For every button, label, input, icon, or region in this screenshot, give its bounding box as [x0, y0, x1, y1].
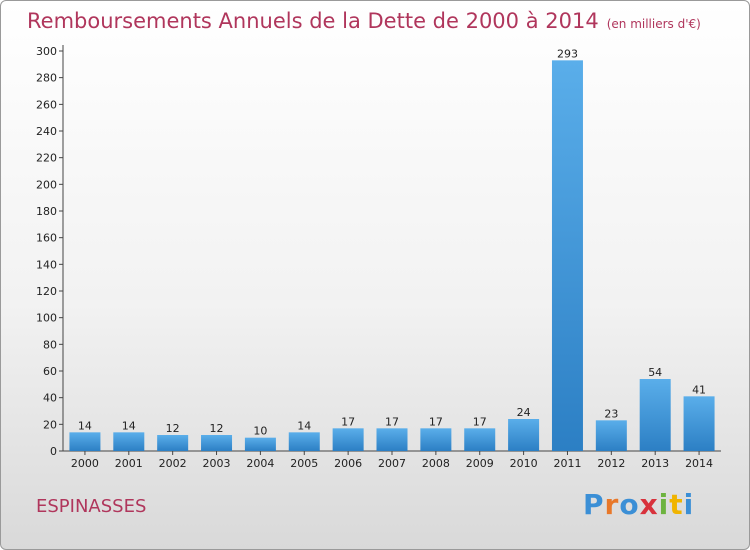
y-tick-label: 100 — [36, 312, 57, 325]
data-label-2007: 17 — [385, 415, 399, 428]
bar-2006[interactable] — [332, 428, 364, 451]
y-tick-label: 200 — [36, 178, 57, 191]
x-tick-label: 2001 — [115, 457, 143, 470]
bar-2000[interactable] — [69, 432, 101, 451]
data-label-2011: 293 — [557, 47, 578, 60]
x-tick-label: 2003 — [203, 457, 231, 470]
y-tick-label: 300 — [36, 45, 57, 58]
y-tick-label: 160 — [36, 232, 57, 245]
bar-2011[interactable] — [551, 60, 583, 451]
proxiti-logo[interactable]: Proxiti — [583, 488, 694, 521]
data-labels: 14 14 12 12 10 14 17 17 17 17 24 293 23 54 41 — [78, 47, 706, 437]
bar-2010[interactable] — [508, 419, 540, 451]
data-label-2010: 24 — [517, 406, 531, 419]
y-tick-label: 80 — [43, 338, 57, 351]
data-label-2013: 54 — [648, 366, 662, 379]
data-label-2009: 17 — [473, 415, 487, 428]
x-tick-label: 2000 — [71, 457, 99, 470]
x-tick-label: 2005 — [290, 457, 318, 470]
bar-2001[interactable] — [113, 432, 145, 451]
logo-letter: i — [683, 488, 695, 521]
logo-letter: P — [583, 488, 605, 521]
x-tick-label: 2010 — [510, 457, 538, 470]
y-tick-label: 0 — [50, 445, 57, 458]
chart-subtitle: (en milliers d'€) — [606, 17, 701, 31]
y-tick-label: 40 — [43, 392, 57, 405]
y-tick-label: 240 — [36, 125, 57, 138]
x-tick-label: 2009 — [466, 457, 494, 470]
bar-2003[interactable] — [201, 435, 233, 451]
x-tick-label: 2011 — [553, 457, 581, 470]
bar-2013[interactable] — [639, 379, 671, 451]
y-tick-label: 20 — [43, 418, 57, 431]
bar-2008[interactable] — [420, 428, 452, 451]
y-tick-label: 180 — [36, 205, 57, 218]
data-label-2008: 17 — [429, 415, 443, 428]
axes: 0 20 40 60 80 100 120 140 160 180 200 220 240 260 280 3… — [36, 45, 721, 470]
y-tick-label: 280 — [36, 72, 57, 85]
y-tick-label: 220 — [36, 152, 57, 165]
logo-letter: r — [604, 488, 620, 521]
y-tick-label: 60 — [43, 365, 57, 378]
bar-2007[interactable] — [376, 428, 408, 451]
x-tick-label: 2004 — [246, 457, 274, 470]
data-label-2001: 14 — [122, 419, 136, 432]
data-label-2005: 14 — [297, 419, 311, 432]
bar-2012[interactable] — [595, 420, 627, 451]
x-tick-label: 2013 — [641, 457, 669, 470]
data-label-2004: 10 — [253, 425, 267, 438]
bars — [69, 60, 715, 451]
x-tick-label: 2007 — [378, 457, 406, 470]
x-tick-label: 2006 — [334, 457, 362, 470]
data-label-2003: 12 — [210, 422, 224, 435]
bar-2005[interactable] — [288, 432, 320, 451]
bar-2014[interactable] — [683, 396, 715, 451]
logo-letter: o — [619, 488, 640, 521]
x-tick-label: 2014 — [685, 457, 713, 470]
bar-2002[interactable] — [157, 435, 189, 451]
bar-2004[interactable] — [244, 437, 276, 451]
data-label-2014: 41 — [692, 383, 706, 396]
x-tick-label: 2002 — [159, 457, 187, 470]
logo-letter: i — [658, 488, 670, 521]
x-tick-label: 2008 — [422, 457, 450, 470]
logo-letter: x — [639, 488, 659, 521]
y-tick-label: 120 — [36, 285, 57, 298]
chart-title: Remboursements Annuels de la Dette de 20… — [27, 9, 701, 33]
data-label-2000: 14 — [78, 419, 92, 432]
x-tick-label: 2012 — [597, 457, 625, 470]
data-label-2006: 17 — [341, 415, 355, 428]
data-label-2012: 23 — [604, 407, 618, 420]
logo-letter: t — [669, 488, 684, 521]
town-name: ESPINASSES — [36, 496, 147, 517]
y-tick-label: 140 — [36, 258, 57, 271]
data-label-2002: 12 — [166, 422, 180, 435]
y-tick-label: 260 — [36, 98, 57, 111]
chart-title-text: Remboursements Annuels de la Dette de 20… — [27, 9, 599, 33]
bar-2009[interactable] — [464, 428, 496, 451]
